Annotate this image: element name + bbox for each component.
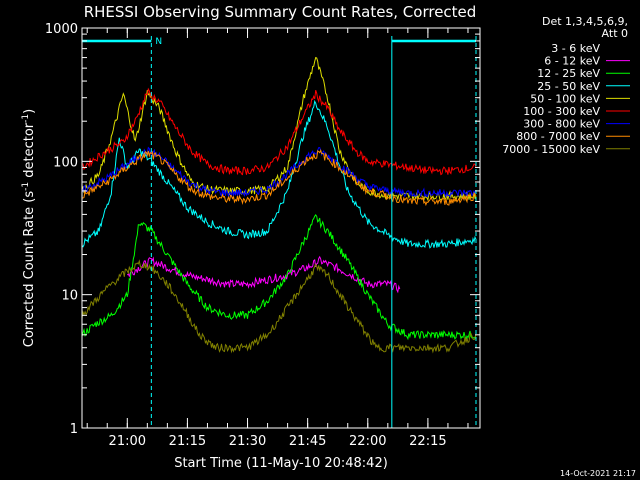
series-line-5 [82, 87, 477, 176]
series-line-4 [82, 56, 477, 202]
series-line-8 [82, 259, 477, 354]
flag-label: N [155, 37, 162, 47]
legend-entry-2: 12 - 25 keV [537, 67, 600, 80]
series-line-7 [82, 148, 477, 207]
attenuator-label: Att 0 [602, 27, 628, 40]
x-tick-label-1: 21:15 [169, 434, 206, 449]
chart-title: RHESSI Observing Summary Count Rates, Co… [84, 3, 477, 21]
series-group [82, 56, 477, 428]
ticks-group: 1 10 100 1000 21:00 21:15 21:30 21:45 22:00 22:15 [45, 22, 480, 449]
timestamp: 14-Oct-2021 21:17 [560, 469, 636, 478]
x-tick-label-0: 21:00 [109, 434, 146, 449]
series-line-1 [126, 255, 401, 294]
x-tick-label-2: 21:30 [229, 434, 266, 449]
series-line-0 [82, 265, 400, 428]
legend-entry-7: 800 - 7000 keV [516, 130, 600, 143]
flag-group: N [82, 36, 477, 428]
plot-frame [81, 27, 481, 429]
x-tick-label-5: 22:15 [409, 434, 446, 449]
series-line-2 [82, 214, 477, 341]
x-axis-label: Start Time (11-May-10 20:48:42) [174, 456, 388, 471]
y-tick-label-1: 10 [61, 289, 78, 304]
legend-entry-8: 7000 - 15000 keV [502, 143, 600, 156]
x-tick-label-3: 21:45 [289, 434, 326, 449]
y-tick-label-3: 1000 [45, 22, 78, 37]
legend-entry-0: 3 - 6 keV [551, 42, 600, 55]
y-axis-label: Corrected Count Rate (s-1 detector-1) [21, 109, 37, 347]
x-tick-label-4: 22:00 [349, 434, 386, 449]
legend-entry-4: 50 - 100 keV [530, 92, 600, 105]
y-tick-label-0: 1 [70, 422, 78, 437]
y-tick-label-2: 100 [53, 155, 78, 170]
legend-entry-1: 6 - 12 keV [544, 55, 600, 68]
detector-label: Det 1,3,4,5,6,9, [542, 15, 628, 28]
legend-entry-3: 25 - 50 keV [537, 80, 600, 93]
legend-entry-5: 100 - 300 keV [523, 105, 600, 118]
legend-entry-6: 300 - 800 keV [523, 118, 600, 131]
series-line-3 [82, 99, 477, 249]
